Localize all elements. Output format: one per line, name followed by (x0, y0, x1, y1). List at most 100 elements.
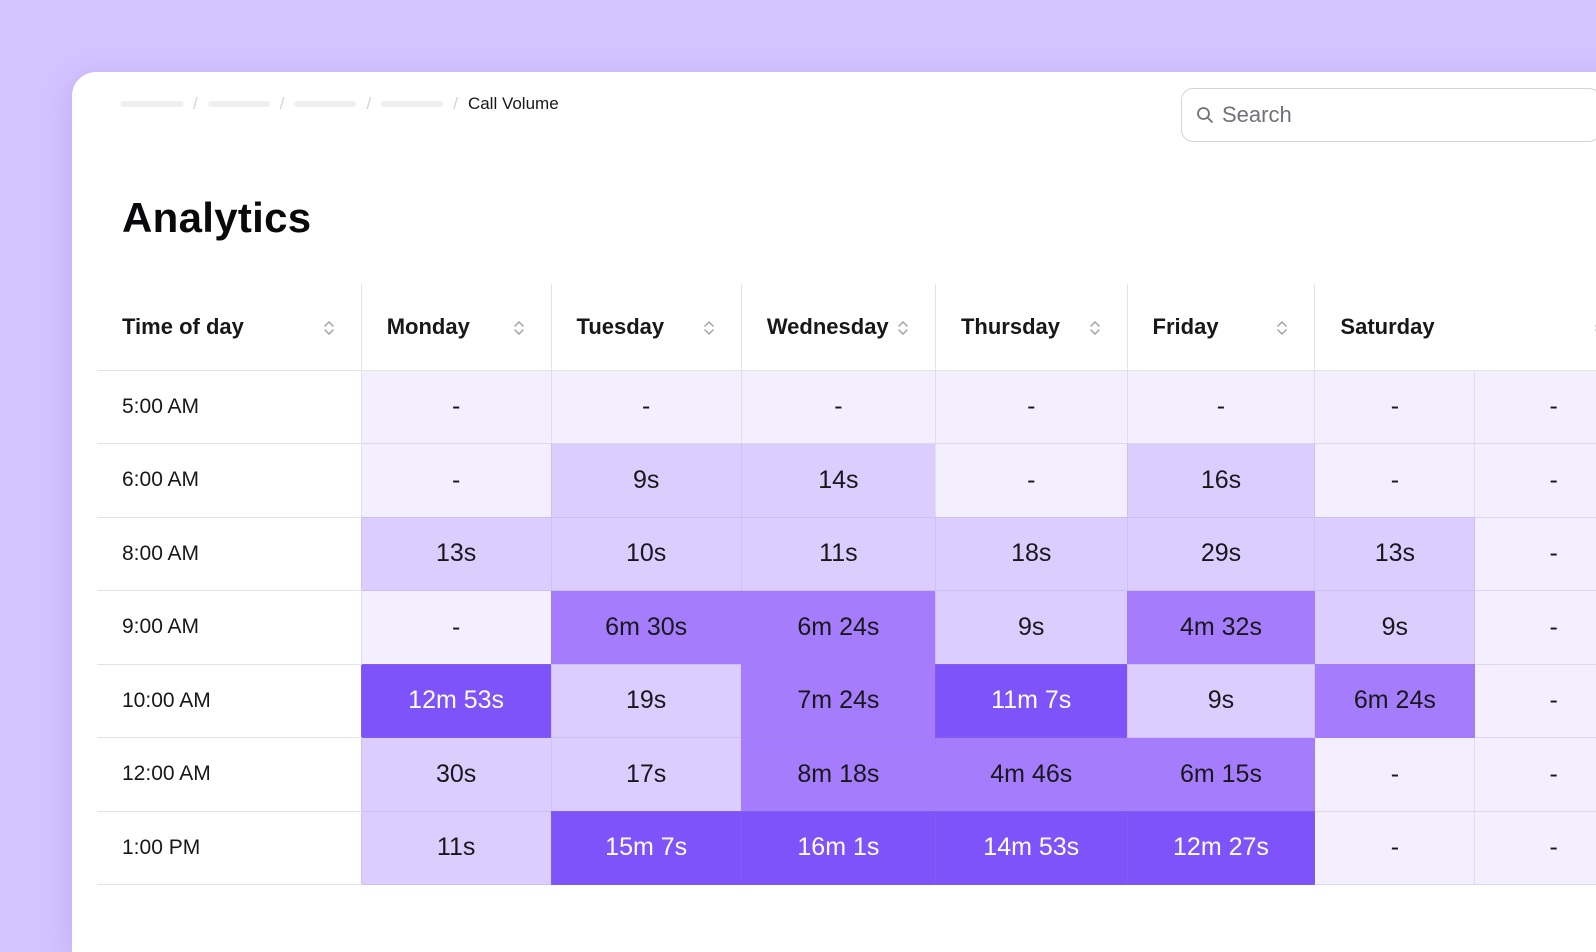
column-header-label: Tuesday (576, 313, 665, 339)
heatmap-cell[interactable]: 18s (934, 517, 1128, 591)
column-header-label: Wednesday (766, 313, 889, 339)
heatmap-cell[interactable]: 11m 7s (934, 664, 1128, 738)
heatmap-cell[interactable]: - (1474, 370, 1596, 444)
heatmap-cell[interactable]: - (1126, 370, 1315, 444)
breadcrumb: / / / / Call Volume (121, 94, 559, 114)
heatmap-cell[interactable]: 15m 7s (550, 811, 742, 885)
column-header-label: Saturday (1340, 313, 1435, 339)
heatmap-cell[interactable]: 6m 24s (740, 590, 936, 665)
search-icon (1197, 107, 1213, 123)
heatmap-cell[interactable]: - (360, 443, 552, 518)
heatmap-cell[interactable]: - (1474, 517, 1596, 591)
table-row: 6:00 AM -9s 14s -16s - - (97, 443, 1596, 518)
sort-icon[interactable] (513, 320, 525, 336)
heatmap-cell[interactable]: 30s (360, 737, 552, 812)
heatmap-cell[interactable]: - (934, 370, 1128, 444)
table-row: 5:00 AM - - - - - - - (97, 370, 1596, 444)
heatmap-cell[interactable]: 19s (550, 664, 742, 738)
page-title: Analytics (122, 194, 312, 241)
heatmap-cell[interactable]: - (740, 370, 936, 444)
column-header-time-of-day[interactable]: Time of day (97, 284, 362, 371)
heatmap-cell[interactable]: 10s (550, 517, 742, 591)
table-row: 8:00 AM 13s 10s 11s 18s 29s 13s - (97, 517, 1596, 591)
breadcrumb-separator: / (453, 94, 458, 113)
heatmap-cell[interactable]: - (1474, 811, 1596, 885)
column-header-monday[interactable]: Monday (360, 284, 552, 371)
heatmap-cell[interactable]: - (1474, 664, 1596, 738)
breadcrumb-placeholder[interactable] (121, 101, 183, 107)
heatmap-cell[interactable]: 12m 53s (360, 664, 552, 738)
table-row: 12:00 AM 30s 17s 8m 18s 4m 46s 6m 15s - - (97, 737, 1596, 812)
breadcrumb-placeholder[interactable] (207, 101, 270, 107)
breadcrumb-separator: / (366, 94, 372, 113)
heatmap-cell[interactable]: - (1314, 737, 1475, 812)
heatmap-cell[interactable]: 14m 53s (934, 811, 1128, 885)
heatmap-cell[interactable]: 6m 24s (1314, 664, 1475, 738)
heatmap-cell[interactable]: 9s (1314, 590, 1475, 665)
heatmap-cell[interactable]: 12m 27s (1126, 811, 1315, 885)
heatmap-cell[interactable]: 16m 1s (740, 811, 936, 885)
app-window: / / / / Call Volume Analytics (72, 72, 1596, 952)
heatmap-cell[interactable]: - (550, 370, 742, 444)
heatmap-cell[interactable]: 14s (740, 443, 936, 518)
breadcrumb-placeholder[interactable] (294, 101, 357, 107)
sort-icon[interactable] (1089, 320, 1101, 336)
heatmap-cell[interactable]: 4m 32s (1126, 590, 1315, 665)
column-header-tuesday[interactable]: Tuesday (550, 284, 742, 371)
heatmap-cell[interactable]: - (360, 370, 552, 444)
column-header-label: Time of day (122, 313, 244, 339)
search-input[interactable] (1222, 102, 1582, 128)
time-of-day-cell: 12:00 AM (97, 737, 362, 812)
heatmap-cell[interactable]: - (934, 443, 1128, 518)
heatmap-cell[interactable]: 29s (1126, 517, 1315, 591)
heatmap-cell[interactable]: 16s (1126, 443, 1315, 518)
heatmap-cell[interactable]: 4m 46s (934, 737, 1128, 812)
table-header-row: Time of day Monday Tuesday Wednesday Thursda… (97, 284, 1596, 371)
time-of-day-cell: 9:00 AM (97, 590, 362, 665)
heatmap-cell[interactable]: 9s (1126, 664, 1315, 738)
heatmap-cell[interactable]: 11s (740, 517, 936, 591)
sort-icon[interactable] (1276, 320, 1288, 336)
time-of-day-cell: 6:00 AM (97, 443, 362, 518)
heatmap-cell[interactable]: - (1314, 811, 1475, 885)
time-of-day-cell: 8:00 AM (97, 517, 362, 591)
heatmap-cell[interactable]: - (1474, 443, 1596, 518)
column-header-friday[interactable]: Friday (1126, 284, 1315, 371)
table-row: 10:00 AM 12m 53s 19s 7m 24s 11m 7s 9s 6m 24s - (97, 664, 1596, 738)
analytics-table: Time of day Monday Tuesday Wednesday Thursda… (97, 284, 1596, 885)
column-header-wednesday[interactable]: Wednesday (740, 284, 936, 371)
heatmap-cell[interactable]: 13s (360, 517, 552, 591)
column-header-thursday[interactable]: Thursday (934, 284, 1128, 371)
heatmap-cell[interactable]: 11s (360, 811, 552, 885)
heatmap-cell[interactable]: 13s (1314, 517, 1475, 591)
time-of-day-cell: 1:00 PM (97, 811, 362, 885)
heatmap-cell[interactable]: 9s (550, 443, 742, 518)
sort-icon[interactable] (703, 320, 715, 336)
heatmap-cell[interactable]: 6m 30s (550, 590, 742, 665)
sort-icon[interactable] (897, 320, 909, 336)
column-header-label: Friday (1152, 313, 1219, 339)
breadcrumb-current: Call Volume (467, 94, 559, 113)
breadcrumb-separator: / (279, 94, 285, 113)
heatmap-cell[interactable]: - (1474, 590, 1596, 665)
column-header-label: Thursday (960, 313, 1060, 339)
heatmap-cell[interactable]: - (1474, 737, 1596, 812)
table-row: 1:00 PM 11s 15m 7s 16m 1s 14m 53s 12m 27s - - (97, 811, 1596, 885)
heatmap-cell[interactable]: 8m 18s (740, 737, 936, 812)
table-row: 9:00 AM -6m 30s 6m 24s 9s 4m 32s 9s - (97, 590, 1596, 665)
column-header-saturday[interactable]: Saturday (1314, 284, 1596, 371)
heatmap-cell[interactable]: - (360, 590, 552, 665)
breadcrumb-separator: / (193, 94, 198, 113)
time-of-day-cell: 10:00 AM (97, 664, 362, 738)
heatmap-cell[interactable]: 9s (934, 590, 1128, 665)
time-of-day-cell: 5:00 AM (97, 370, 362, 444)
heatmap-cell[interactable]: 6m 15s (1126, 737, 1315, 812)
heatmap-cell[interactable]: 7m 24s (740, 664, 936, 738)
heatmap-cell[interactable]: - (1314, 443, 1475, 518)
column-header-label: Monday (386, 313, 470, 339)
sort-icon[interactable] (323, 320, 335, 336)
search-box[interactable] (1181, 88, 1596, 142)
heatmap-cell[interactable]: - (1314, 370, 1475, 444)
breadcrumb-placeholder[interactable] (381, 101, 444, 107)
heatmap-cell[interactable]: 17s (550, 737, 742, 812)
